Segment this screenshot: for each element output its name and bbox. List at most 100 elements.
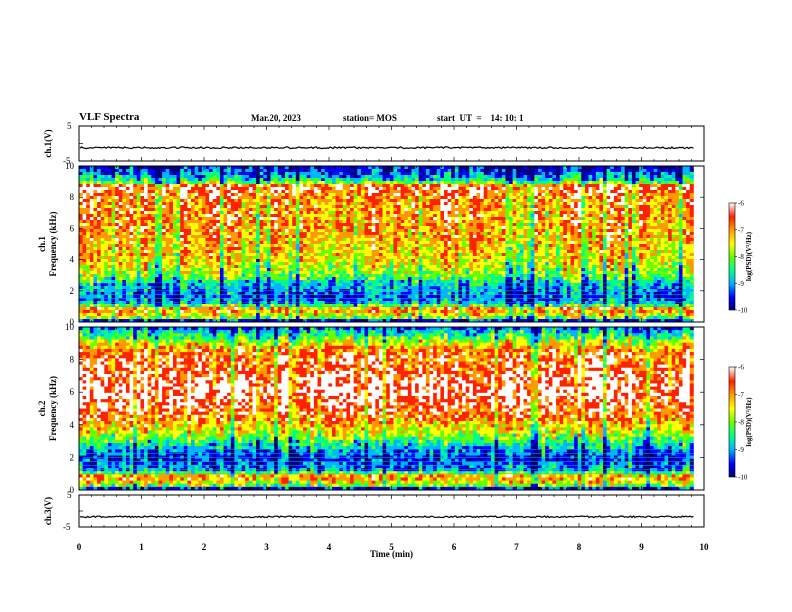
spectrogram-cell: [408, 286, 412, 289]
spectrogram-cell: [379, 238, 383, 241]
spectrogram-cell: [278, 205, 282, 208]
spectrogram-cell: [224, 295, 228, 298]
spectrogram-cell: [336, 202, 340, 205]
spectrogram-cell: [155, 274, 159, 277]
spectrogram-cell: [419, 244, 423, 247]
spectrogram-cell: [119, 208, 123, 211]
spectrogram-cell: [390, 217, 394, 220]
spectrogram-cell: [415, 223, 419, 226]
spectrogram-cell: [314, 172, 318, 175]
spectrogram-cell: [256, 181, 260, 184]
spectrogram-cell: [318, 313, 322, 316]
spectrogram-cell: [101, 178, 105, 181]
spectrogram-cell: [242, 283, 246, 286]
spectrogram-cell: [318, 283, 322, 286]
spectrogram-cell: [169, 220, 173, 223]
spectrogram-cell: [151, 235, 155, 238]
spectrogram-cell: [90, 205, 94, 208]
spectrogram-cell: [242, 313, 246, 316]
spectrogram-cell: [318, 310, 322, 313]
spectrogram-cell: [180, 256, 184, 259]
spectrogram-cell: [238, 313, 242, 316]
spectrogram-cell: [321, 277, 325, 280]
spectrogram-cell: [271, 265, 275, 268]
spectrogram-cell: [245, 253, 249, 256]
spectrogram-cell: [408, 313, 412, 316]
spectrogram-cell: [108, 265, 112, 268]
spectrogram-cell: [231, 313, 235, 316]
spectrogram-cell: [372, 232, 376, 235]
spectrogram-cell: [310, 187, 314, 190]
spectrogram-cell: [115, 172, 119, 175]
spectrogram-cell: [227, 214, 231, 217]
spectrogram-cell: [343, 286, 347, 289]
spectrogram-cell: [357, 283, 361, 286]
spectrogram-cell: [220, 250, 224, 253]
spectrogram-cell: [187, 205, 191, 208]
spectrogram-cell: [122, 316, 126, 319]
spectrogram-cell: [220, 199, 224, 202]
spectrogram-cell: [184, 241, 188, 244]
spectrogram-cell: [292, 205, 296, 208]
spectrogram-cell: [209, 178, 213, 181]
spectrogram-cell: [187, 307, 191, 310]
spectrogram-cell: [148, 226, 152, 229]
spectrogram-cell: [332, 262, 336, 265]
spectrogram-cell: [104, 241, 108, 244]
spectrogram-cell: [361, 241, 365, 244]
spectrogram-cell: [159, 202, 163, 205]
spectrogram-cell: [213, 238, 217, 241]
spectrogram-cell: [83, 235, 87, 238]
spectrogram-cell: [133, 307, 137, 310]
spectrogram-cell: [321, 250, 325, 253]
spectrogram-cell: [162, 217, 166, 220]
spectrogram-cell: [285, 205, 289, 208]
spectrogram-cell: [310, 247, 314, 250]
spectrogram-cell: [281, 220, 285, 223]
spectrogram-cell: [86, 307, 90, 310]
spectrogram-cell: [122, 211, 126, 214]
spectrogram-cell: [191, 217, 195, 220]
spectrogram-cell: [314, 316, 318, 319]
spectrogram-cell: [332, 256, 336, 259]
spectrogram-cell: [86, 175, 90, 178]
spectrogram-cell: [249, 313, 253, 316]
spectrogram-cell: [169, 229, 173, 232]
spectrogram-cell: [383, 184, 387, 187]
spectrogram-cell: [234, 313, 238, 316]
spectrogram-cell: [90, 256, 94, 259]
spectrogram-cell: [79, 223, 83, 226]
spectrogram-cell: [415, 286, 419, 289]
spectrogram-cell: [365, 286, 369, 289]
spectrogram-cell: [422, 250, 426, 253]
spectrogram-cell: [93, 313, 97, 316]
spectrogram-cell: [379, 205, 383, 208]
spectrogram-cell: [260, 190, 264, 193]
spectrogram-cell: [411, 295, 415, 298]
spectrogram-cell: [350, 166, 354, 169]
spectrogram-cell: [245, 262, 249, 265]
spectrogram-cell: [122, 256, 126, 259]
spectrogram-cell: [86, 187, 90, 190]
spectrogram-cell: [361, 181, 365, 184]
spectrogram-cell: [332, 247, 336, 250]
spectrogram-cell: [310, 250, 314, 253]
spectrogram-cell: [379, 169, 383, 172]
spectrogram-cell: [404, 190, 408, 193]
spectrogram-cell: [299, 193, 303, 196]
spectrogram-cell: [166, 235, 170, 238]
spectrogram-cell: [314, 223, 318, 226]
spectrogram-cell: [271, 271, 275, 274]
spectrogram-cell: [169, 187, 173, 190]
spectrogram-cell: [365, 214, 369, 217]
spectrogram-cell: [83, 316, 87, 319]
spectrogram-cell: [361, 193, 365, 196]
spectrogram-cell: [97, 313, 101, 316]
spectrogram-cell: [274, 196, 278, 199]
spectrogram-cell: [166, 229, 170, 232]
spectrogram-cell: [83, 181, 87, 184]
spectrogram-cell: [411, 187, 415, 190]
spectrogram-cell: [303, 313, 307, 316]
spectrogram-cell: [191, 184, 195, 187]
spectrogram-cell: [162, 238, 166, 241]
